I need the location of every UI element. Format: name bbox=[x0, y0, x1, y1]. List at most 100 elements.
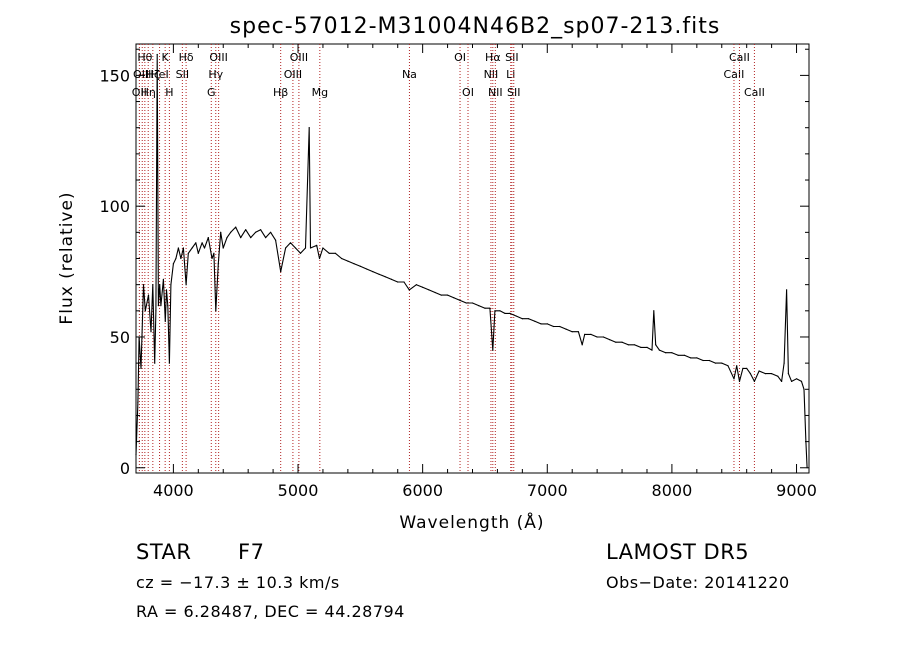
spectrum-point-97 bbox=[534, 320, 536, 322]
x-tick-label-3: 7000 bbox=[527, 481, 568, 500]
line-marker-label-0: OII bbox=[132, 86, 147, 99]
line-marker-label-26: CaII bbox=[724, 68, 745, 81]
x-tick-label-1: 5000 bbox=[278, 481, 319, 500]
spectrum-point-104 bbox=[577, 331, 580, 333]
spectrum-point-135 bbox=[742, 367, 744, 369]
spectrum-point-37 bbox=[217, 263, 219, 265]
line-marker-label-8: SII bbox=[176, 68, 189, 81]
spectrum-point-69 bbox=[372, 271, 374, 273]
spectrum-point-41 bbox=[230, 231, 232, 233]
spectrum-point-132 bbox=[733, 378, 735, 380]
spectrum-point-78 bbox=[428, 289, 430, 291]
spectrum-point-36 bbox=[215, 310, 217, 312]
spectrum-point-73 bbox=[397, 281, 399, 283]
line-marker-label-20: NII bbox=[484, 68, 499, 81]
plot-frame bbox=[135, 43, 810, 474]
series-layer bbox=[135, 53, 808, 469]
spectrum-point-101 bbox=[559, 325, 561, 328]
y-tick-label-2: 100 bbox=[99, 197, 130, 216]
y-tick-label-1: 50 bbox=[110, 328, 130, 347]
spectrum-point-22 bbox=[175, 257, 177, 260]
spectrum-point-5 bbox=[144, 310, 146, 312]
spectrum-point-84 bbox=[465, 302, 467, 304]
spectrum-point-91 bbox=[499, 310, 501, 312]
spectrum-point-141 bbox=[771, 373, 773, 375]
spectrum-point-12 bbox=[157, 305, 159, 307]
x-tick-label-5: 9000 bbox=[776, 481, 817, 500]
spectrum-point-125 bbox=[690, 357, 692, 359]
spectrum-point-89 bbox=[492, 349, 494, 351]
spectrum-point-17 bbox=[165, 289, 168, 291]
line-marker-label-24: SII bbox=[505, 51, 518, 64]
line-marker-label-10: G bbox=[207, 86, 216, 99]
spectrum-point-120 bbox=[658, 349, 661, 351]
spectrum-point-114 bbox=[633, 344, 636, 346]
spectrum-point-119 bbox=[655, 344, 657, 346]
spectrum-point-86 bbox=[478, 305, 480, 307]
spectrum-point-121 bbox=[665, 352, 667, 354]
spectrum-point-107 bbox=[590, 333, 592, 335]
spectrum-point-116 bbox=[646, 346, 648, 348]
x-tick-label-4: 8000 bbox=[652, 481, 693, 500]
spectrum-point-9 bbox=[154, 362, 156, 364]
spectrum-point-134 bbox=[738, 380, 741, 382]
spectrum-point-31 bbox=[201, 242, 203, 244]
spectrum-point-68 bbox=[366, 268, 368, 270]
spectrum-point-87 bbox=[484, 307, 486, 309]
spectrum-point-138 bbox=[753, 380, 756, 382]
spectrum-point-140 bbox=[764, 373, 767, 375]
spectrum-point-35 bbox=[213, 252, 215, 254]
spectrum-point-47 bbox=[260, 229, 262, 231]
spectrum-point-127 bbox=[702, 359, 704, 362]
survey-name: LAMOST DR5 bbox=[606, 540, 750, 564]
spectrum-point-59 bbox=[316, 244, 318, 246]
line-marker-label-19: OI bbox=[462, 86, 474, 99]
spectrum-point-123 bbox=[677, 354, 679, 356]
spectrum-point-124 bbox=[683, 354, 686, 356]
spectrum-point-24 bbox=[180, 257, 182, 260]
line-marker-label-6: K bbox=[162, 51, 170, 64]
spectrum-point-111 bbox=[615, 341, 617, 343]
spectrum-point-16 bbox=[164, 320, 166, 322]
spectrum-point-8 bbox=[152, 284, 154, 286]
spectrum-point-61 bbox=[322, 247, 324, 249]
spectrum-point-146 bbox=[787, 373, 790, 375]
spectrum-point-32 bbox=[203, 247, 206, 249]
line-marker-label-27: CaII bbox=[729, 51, 750, 64]
spectrum-point-21 bbox=[172, 263, 174, 265]
spectrum-point-44 bbox=[245, 229, 247, 231]
spectrum-point-96 bbox=[528, 318, 530, 320]
spectrum-point-33 bbox=[207, 237, 209, 239]
spectrum-point-148 bbox=[795, 378, 798, 380]
spectrum-point-42 bbox=[235, 226, 237, 228]
spectrum-point-28 bbox=[191, 247, 193, 249]
spectrum-line-0 bbox=[135, 53, 808, 468]
line-marker-label-2: Hθ bbox=[137, 51, 152, 64]
spectrum-point-6 bbox=[147, 294, 150, 296]
line-marker-label-13: Hβ bbox=[273, 86, 288, 99]
spectrum-point-29 bbox=[195, 242, 197, 244]
spectrum-point-46 bbox=[255, 231, 257, 233]
spectrum-point-92 bbox=[504, 312, 506, 314]
spectrum-point-53 bbox=[289, 242, 292, 244]
line-marker-label-4: Hζ bbox=[146, 68, 160, 81]
axis-ticks: 4000 5000 6000 7000 8000 9000 0 50 100 150 bbox=[99, 44, 817, 500]
spectrum-point-98 bbox=[540, 323, 542, 325]
spectrum-point-81 bbox=[447, 294, 449, 296]
observation-date: Obs−Date: 20141220 bbox=[606, 573, 790, 592]
spectrum-point-51 bbox=[280, 271, 282, 273]
spectrum-point-38 bbox=[220, 231, 222, 233]
spectrum-point-30 bbox=[197, 252, 199, 254]
line-marker-label-5: HeI bbox=[150, 68, 168, 81]
spectrum-point-70 bbox=[378, 273, 380, 275]
x-tick-label-0: 4000 bbox=[153, 481, 194, 500]
spectrum-point-149 bbox=[800, 380, 803, 382]
spectrum-point-64 bbox=[341, 257, 343, 260]
spectrum-point-1 bbox=[137, 401, 139, 403]
line-marker-label-9: Hδ bbox=[179, 51, 194, 64]
spectrum-point-129 bbox=[714, 362, 717, 364]
spectrum-point-144 bbox=[783, 362, 785, 364]
spectrum-point-56 bbox=[304, 247, 307, 249]
spectrum-point-118 bbox=[653, 310, 655, 312]
spectrum-point-95 bbox=[521, 318, 524, 320]
